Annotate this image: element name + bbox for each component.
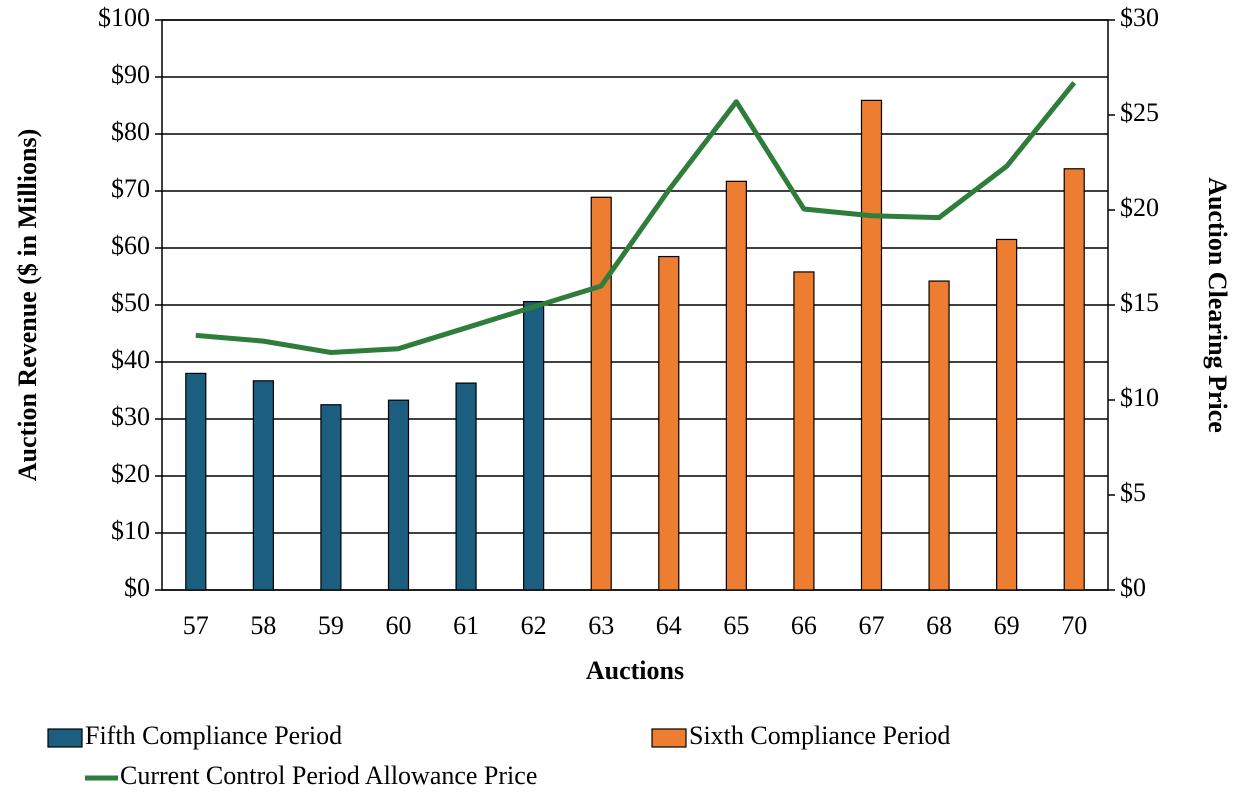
y-tick-label: $10 bbox=[111, 516, 150, 545]
legend-label: Fifth Compliance Period bbox=[85, 721, 342, 750]
bar bbox=[185, 372, 207, 591]
bar bbox=[658, 255, 680, 591]
bar bbox=[1063, 168, 1085, 591]
x-tick-label: 65 bbox=[723, 611, 749, 640]
bar bbox=[928, 280, 950, 591]
y2-tick-label: $0 bbox=[1120, 573, 1146, 602]
bar bbox=[725, 180, 747, 591]
x-axis-title: Auctions bbox=[586, 656, 684, 685]
legend-label: Current Control Period Allowance Price bbox=[120, 761, 537, 790]
plot-frame bbox=[161, 19, 1109, 591]
y-tick-label: $100 bbox=[98, 3, 150, 32]
y-tick-label: $40 bbox=[111, 345, 150, 374]
y2-tick-label: $5 bbox=[1120, 478, 1146, 507]
legend-swatch bbox=[47, 728, 83, 748]
bar bbox=[996, 238, 1018, 591]
x-tick-label: 64 bbox=[656, 611, 682, 640]
y-tick-label: $20 bbox=[111, 459, 150, 488]
y2-tick-label: $20 bbox=[1120, 193, 1159, 222]
y-tick-label: $70 bbox=[111, 174, 150, 203]
x-tick-label: 60 bbox=[386, 611, 412, 640]
x-tick-label: 61 bbox=[453, 611, 479, 640]
x-tick-label: 59 bbox=[318, 611, 344, 640]
y-tick-label: $0 bbox=[124, 573, 150, 602]
bar bbox=[860, 99, 883, 591]
bar bbox=[252, 380, 274, 591]
x-tick-label: 68 bbox=[926, 611, 952, 640]
y-tick-label: $80 bbox=[111, 117, 150, 146]
x-tick-label: 63 bbox=[588, 611, 614, 640]
y2-tick-label: $15 bbox=[1120, 288, 1159, 317]
bar bbox=[455, 382, 477, 591]
y-axis-title: Auction Revenue ($ in Millions) bbox=[13, 129, 42, 481]
legend-label: Sixth Compliance Period bbox=[689, 721, 950, 750]
line bbox=[195, 81, 1077, 355]
y-tick-label: $50 bbox=[111, 288, 150, 317]
y-tick-label: $60 bbox=[111, 231, 150, 260]
x-tick-label: 70 bbox=[1061, 611, 1087, 640]
y2-tick-label: $30 bbox=[1120, 3, 1159, 32]
x-tick-label: 67 bbox=[859, 611, 885, 640]
y-tick-label: $90 bbox=[111, 60, 150, 89]
bar bbox=[793, 271, 815, 591]
bar bbox=[320, 404, 342, 591]
x-tick-label: 66 bbox=[791, 611, 817, 640]
x-tick-label: 57 bbox=[183, 611, 209, 640]
x-tick-label: 58 bbox=[250, 611, 276, 640]
y2-tick-label: $25 bbox=[1120, 98, 1159, 127]
y-tick-label: $30 bbox=[111, 402, 150, 431]
x-tick-label: 62 bbox=[521, 611, 547, 640]
bar bbox=[387, 399, 410, 591]
bar bbox=[590, 196, 612, 591]
x-tick-label: 69 bbox=[994, 611, 1020, 640]
bar bbox=[523, 300, 545, 591]
y2-axis-title: Auction Clearing Price bbox=[1203, 177, 1232, 433]
y2-tick-label: $10 bbox=[1120, 383, 1159, 412]
legend-swatch bbox=[651, 728, 687, 748]
